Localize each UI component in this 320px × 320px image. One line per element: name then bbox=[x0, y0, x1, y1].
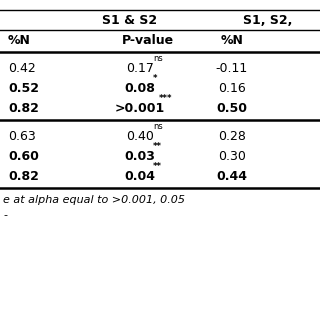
Text: -: - bbox=[3, 210, 7, 220]
Text: %N: %N bbox=[220, 35, 244, 47]
Text: 0.63: 0.63 bbox=[8, 130, 36, 142]
Text: e at alpha equal to >0.001, 0.05: e at alpha equal to >0.001, 0.05 bbox=[3, 195, 185, 205]
Text: 0.16: 0.16 bbox=[218, 82, 246, 94]
Text: %N: %N bbox=[8, 35, 31, 47]
Text: 0.28: 0.28 bbox=[218, 130, 246, 142]
Text: **: ** bbox=[153, 142, 162, 151]
Text: 0.04: 0.04 bbox=[124, 170, 156, 182]
Text: >0.001: >0.001 bbox=[115, 101, 165, 115]
Text: 0.82: 0.82 bbox=[8, 170, 39, 182]
Text: 0.52: 0.52 bbox=[8, 82, 39, 94]
Text: 0.60: 0.60 bbox=[8, 149, 39, 163]
Text: 0.08: 0.08 bbox=[124, 82, 156, 94]
Text: 0.82: 0.82 bbox=[8, 101, 39, 115]
Text: 0.42: 0.42 bbox=[8, 61, 36, 75]
Text: 0.03: 0.03 bbox=[124, 149, 156, 163]
Text: S1, S2,: S1, S2, bbox=[243, 13, 293, 27]
Text: **: ** bbox=[153, 162, 162, 171]
Text: 0.44: 0.44 bbox=[217, 170, 247, 182]
Text: *: * bbox=[153, 74, 157, 83]
Text: 0.50: 0.50 bbox=[217, 101, 247, 115]
Text: 0.40: 0.40 bbox=[126, 130, 154, 142]
Text: ns: ns bbox=[153, 54, 163, 63]
Text: ns: ns bbox=[153, 122, 163, 131]
Text: ***: *** bbox=[159, 94, 172, 103]
Text: S1 & S2: S1 & S2 bbox=[102, 13, 157, 27]
Text: 0.30: 0.30 bbox=[218, 149, 246, 163]
Text: P-value: P-value bbox=[122, 35, 174, 47]
Text: -0.11: -0.11 bbox=[216, 61, 248, 75]
Text: 0.17: 0.17 bbox=[126, 61, 154, 75]
